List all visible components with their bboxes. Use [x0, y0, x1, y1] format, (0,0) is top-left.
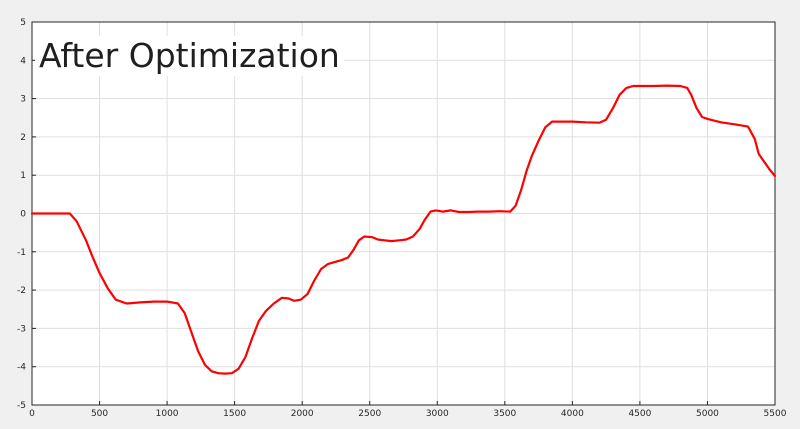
series-line [30, 84, 777, 375]
series-layer [30, 84, 777, 375]
y-tick-label: -4 [17, 363, 26, 373]
y-tick-label: 1 [20, 171, 26, 181]
y-tick-label: 0 [20, 210, 26, 220]
x-tick-label: 4000 [561, 409, 584, 419]
x-tick-label: 4500 [628, 409, 651, 419]
y-tick-label: 2 [20, 133, 26, 143]
x-tick-label: 5000 [696, 409, 719, 419]
y-tick-label: 3 [20, 95, 26, 105]
y-tick-label: 4 [20, 56, 26, 66]
x-tick-label: 500 [91, 409, 108, 419]
y-tick-label: -5 [17, 401, 26, 411]
chart-title: After Optimization [35, 36, 344, 76]
y-tick-label: 5 [20, 18, 26, 28]
grid-lines [31, 21, 776, 406]
tick-labels: 0 500 1000 1500 2000 2500 3000 3500 4000 4500 5000… [17, 18, 787, 419]
y-tick-label: -1 [17, 248, 26, 258]
x-tick-label: 3000 [426, 409, 449, 419]
x-tick-label: 1500 [223, 409, 246, 419]
x-tick-label: 2000 [291, 409, 314, 419]
x-tick-label: 3500 [493, 409, 516, 419]
y-tick-label: -2 [17, 286, 26, 296]
y-tick-label: -3 [17, 324, 26, 334]
x-tick-label: 0 [29, 409, 35, 419]
x-tick-label: 1000 [156, 409, 179, 419]
x-tick-label: 5500 [764, 409, 787, 419]
x-tick-label: 2500 [358, 409, 381, 419]
